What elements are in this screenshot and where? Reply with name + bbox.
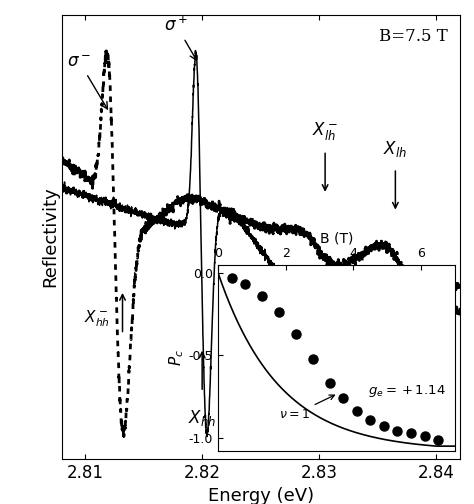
Text: $\nu=1$: $\nu=1$ [279, 395, 335, 421]
Text: B=7.5 T: B=7.5 T [379, 28, 448, 45]
X-axis label: B (T): B (T) [320, 231, 353, 245]
Text: $X_{lh}$: $X_{lh}$ [383, 139, 407, 159]
Text: $X_{hh}$: $X_{hh}$ [188, 408, 216, 427]
X-axis label: Energy (eV): Energy (eV) [208, 487, 314, 504]
Text: $X^-_{lh}$: $X^-_{lh}$ [312, 119, 338, 142]
Text: $\sigma^+$: $\sigma^+$ [164, 16, 196, 60]
Text: $X^-_{hh}$: $X^-_{hh}$ [84, 308, 109, 329]
Y-axis label: Reflectivity: Reflectivity [41, 186, 59, 287]
Text: $g_e=+1.14$: $g_e=+1.14$ [368, 384, 446, 399]
Text: $\sigma^-$: $\sigma^-$ [67, 52, 108, 109]
Y-axis label: $P_c$: $P_c$ [167, 349, 186, 366]
